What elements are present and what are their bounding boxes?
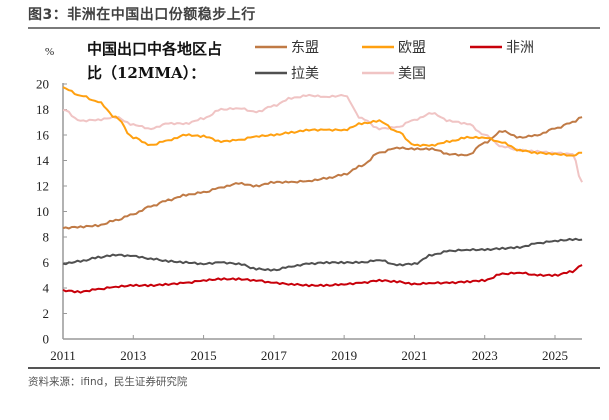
- x-tick-label: 2011: [50, 348, 76, 363]
- x-tick-label: 2013: [120, 348, 146, 363]
- legend-item: 东盟: [255, 40, 319, 56]
- legend-label: 拉美: [291, 66, 319, 82]
- line-chart: 0 2 4 6 8 10 12 14 16 18 20 2011 2013 2015 2017 2019 202…: [36, 40, 583, 363]
- title-divider: [28, 27, 600, 29]
- legend-item: 美国: [362, 66, 426, 82]
- legend-item: 非洲: [470, 40, 534, 56]
- series-line-usa: [62, 93, 583, 183]
- x-tick-label: 2017: [261, 348, 288, 363]
- legend-label: 美国: [398, 66, 426, 82]
- chart-title-line-1: 中国出口中各地区占: [87, 40, 222, 58]
- y-tick-label: 12: [36, 179, 49, 194]
- series-line-asean: [62, 116, 583, 230]
- y-tick-label: 18: [36, 102, 49, 117]
- figure-title: 图3：非洲在中国出口份额稳步上行: [28, 7, 256, 23]
- legend-label: 东盟: [291, 40, 319, 56]
- y-tick-label: 2: [43, 306, 50, 321]
- y-tick-label: 14: [36, 153, 50, 168]
- series-line-africa: [62, 264, 583, 294]
- series-line-eu: [62, 86, 583, 157]
- bottom-divider: [28, 367, 600, 369]
- x-tick-label: 2021: [401, 348, 427, 363]
- y-tick-label: 4: [43, 281, 50, 296]
- source-note: 资料来源：ifind，民生证券研究院: [28, 376, 188, 388]
- series-line-latam: [62, 237, 583, 272]
- y-tick-label: 20: [36, 77, 49, 92]
- chart-title-line-2: 比（12MMA）：: [87, 64, 205, 82]
- legend-item: 欧盟: [362, 40, 426, 56]
- x-tick-label: 2019: [331, 348, 357, 363]
- y-tick-label: 10: [36, 204, 49, 219]
- y-tick-label: 0: [43, 332, 50, 347]
- y-tick-label: 16: [36, 128, 50, 143]
- legend-label: 非洲: [506, 40, 534, 56]
- y-tick-label: 8: [43, 230, 50, 245]
- x-tick-label: 2025: [542, 348, 568, 363]
- y-tick-label: 6: [43, 255, 50, 270]
- x-tick-label: 2015: [191, 348, 217, 363]
- legend-item: 拉美: [255, 66, 319, 82]
- legend-label: 欧盟: [398, 40, 426, 56]
- axes: 0 2 4 6 8 10 12 14 16 18 20 2011 2013 2015 2017 2019 202…: [36, 77, 582, 363]
- y-unit-label: %: [45, 46, 54, 58]
- x-tick-label: 2023: [472, 348, 498, 363]
- series-group: [62, 86, 583, 294]
